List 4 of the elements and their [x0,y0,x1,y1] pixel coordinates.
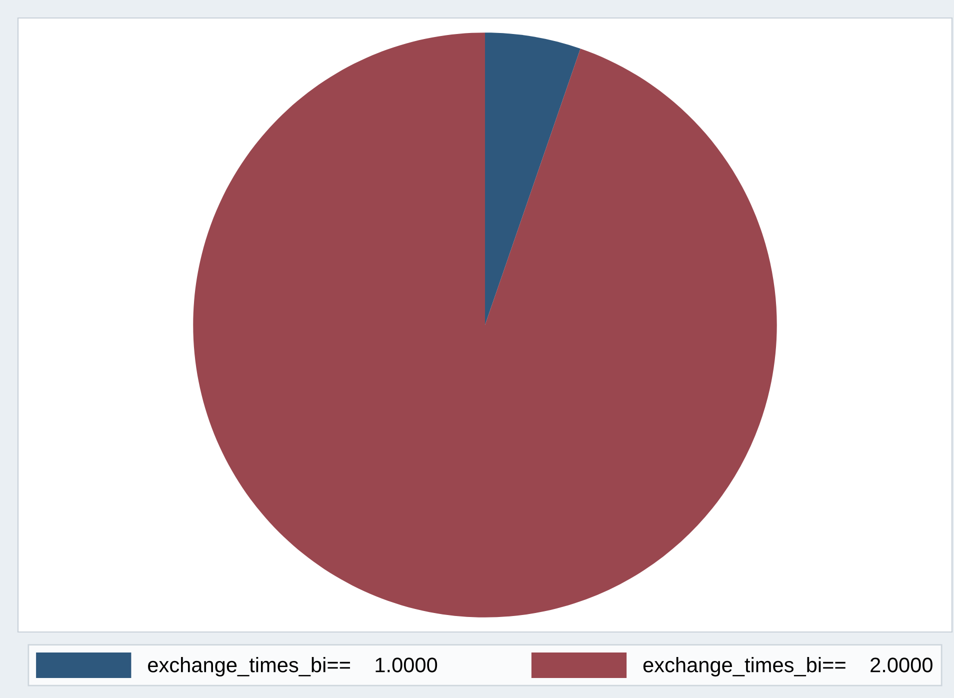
pie-slice [193,32,777,618]
legend-label: exchange_times_bi== 2.0000 [643,657,932,676]
legend-label: exchange_times_bi== 1.0000 [148,657,438,676]
pie-slice [485,32,580,325]
